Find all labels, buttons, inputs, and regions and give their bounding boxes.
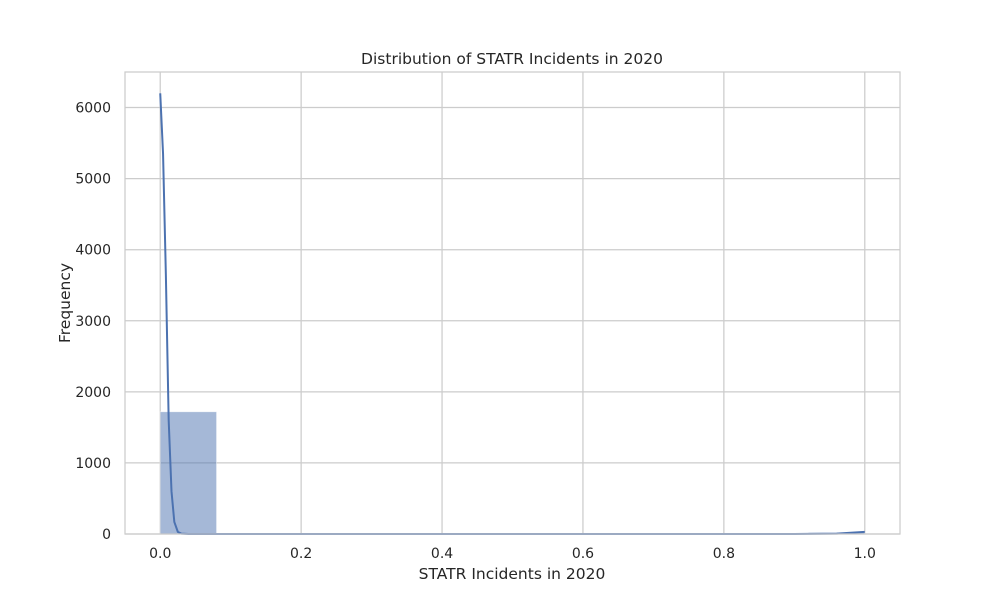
grid bbox=[125, 72, 900, 535]
y-tick-label: 4000 bbox=[75, 243, 111, 259]
x-tick-labels: 0.0 0.2 0.4 0.6 0.8 1.0 bbox=[149, 546, 876, 562]
kde-line bbox=[159, 93, 865, 535]
y-tick-label: 3000 bbox=[75, 314, 111, 330]
x-axis-label: STATR Incidents in 2020 bbox=[419, 565, 606, 583]
y-axis-label: Frequency bbox=[56, 263, 74, 343]
y-tick-labels: 0 1000 2000 3000 4000 5000 6000 bbox=[75, 101, 111, 543]
y-tick-label: 6000 bbox=[75, 101, 111, 117]
x-tick-label: 0.4 bbox=[431, 546, 453, 562]
y-tick-label: 0 bbox=[102, 527, 111, 543]
y-tick-label: 5000 bbox=[75, 172, 111, 188]
x-tick-label: 0.0 bbox=[149, 546, 171, 562]
x-tick-label: 1.0 bbox=[854, 546, 876, 562]
histogram-bars bbox=[159, 411, 866, 535]
x-tick-label: 0.6 bbox=[572, 546, 594, 562]
plot-area-frame bbox=[124, 71, 901, 535]
chart-title: Distribution of STATR Incidents in 2020 bbox=[361, 50, 663, 68]
x-tick-label: 0.2 bbox=[290, 546, 312, 562]
y-tick-label: 2000 bbox=[75, 385, 111, 401]
x-tick-label: 0.8 bbox=[713, 546, 735, 562]
kde-curve-group bbox=[159, 93, 865, 535]
y-tick-label: 1000 bbox=[75, 456, 111, 472]
